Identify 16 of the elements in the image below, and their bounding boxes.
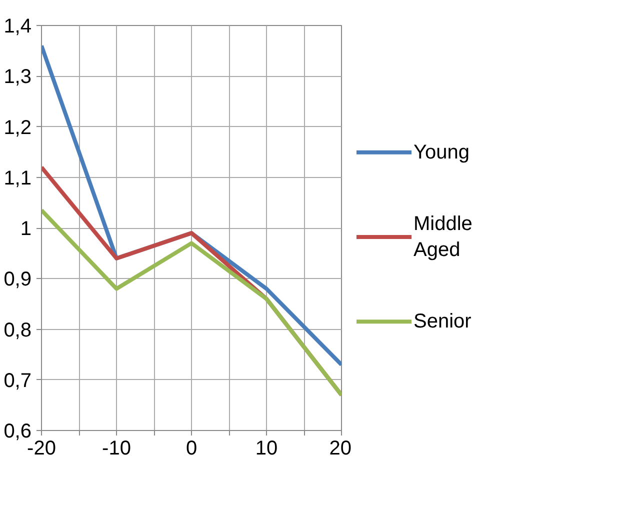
y-tick-label: 0,8 (4, 319, 32, 342)
y-tick-label: 1,4 (4, 16, 32, 38)
legend-label: Senior (414, 310, 472, 333)
x-tick-label: 10 (255, 438, 278, 460)
y-tick-label: 1,1 (4, 167, 32, 190)
x-tick-label: 0 (186, 438, 198, 460)
y-tick-label: 0,7 (4, 370, 32, 392)
legend-label: Middle Aged (414, 212, 472, 262)
x-tick-label: 20 (329, 438, 352, 460)
x-tick-label: -10 (102, 438, 131, 460)
y-tick-label: 1 (20, 218, 32, 240)
y-tick-label: 0,9 (4, 268, 32, 291)
legend-label: Young (414, 141, 470, 164)
y-tick-label: 1,3 (4, 66, 32, 88)
y-tick-label: 1,2 (4, 116, 32, 139)
line-series (42, 208, 342, 398)
